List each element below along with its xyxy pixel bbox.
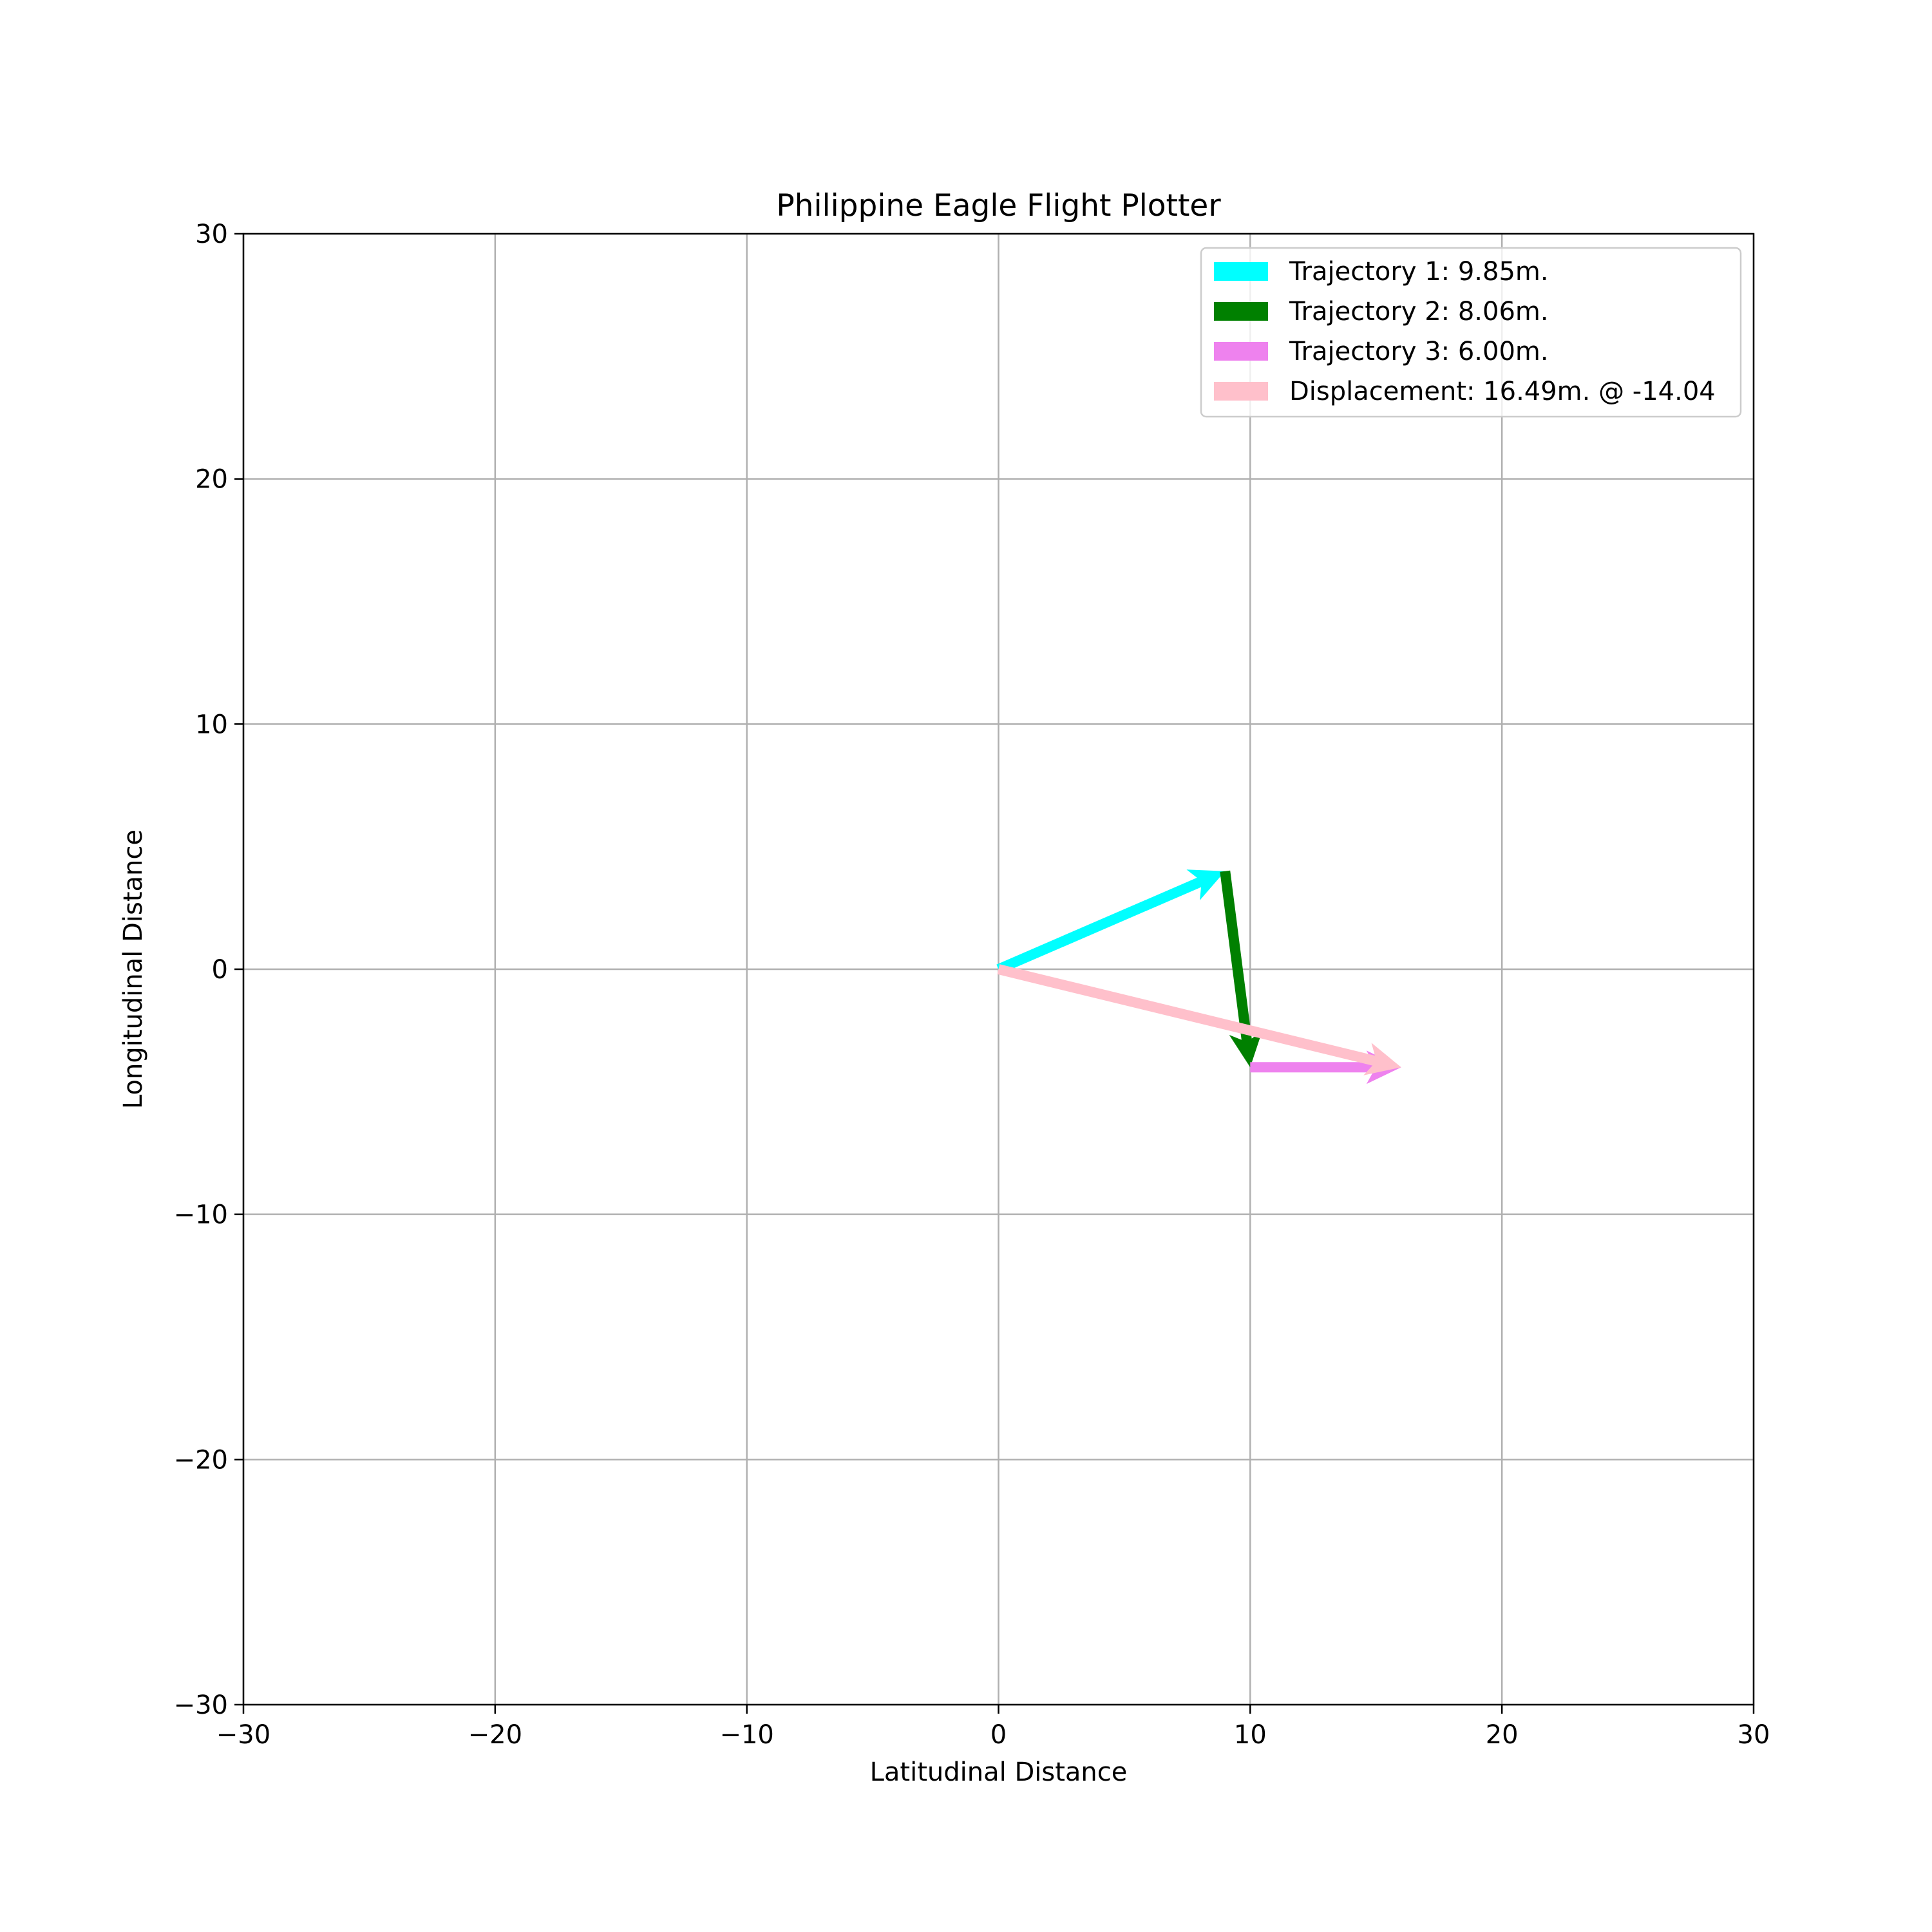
y-tick-label: 0: [212, 955, 228, 985]
legend: Trajectory 1: 9.85m. Trajectory 2: 8.06m.…: [1200, 247, 1742, 418]
x-tick-label: 30: [1738, 1720, 1770, 1750]
y-tick-label: 20: [195, 465, 228, 495]
legend-swatch: [1214, 382, 1268, 401]
vector-arrow-3: [1250, 1050, 1401, 1084]
x-tick-label: 10: [1234, 1720, 1267, 1750]
vector-arrow-1: [996, 869, 1226, 974]
x-tick-label: −10: [719, 1720, 773, 1750]
vector-arrow-4: [997, 964, 1401, 1075]
vector-arrow-2: [1220, 870, 1263, 1068]
vectors: [996, 869, 1401, 1084]
y-tick-label: 30: [195, 220, 228, 249]
legend-label: Displacement: 16.49m. @ -14.04: [1289, 377, 1716, 406]
y-axis-label: Longitudinal Distance: [118, 829, 148, 1109]
x-tick-label: 0: [990, 1720, 1007, 1750]
legend-label: Trajectory 1: 9.85m.: [1289, 257, 1549, 287]
x-tick-label: −20: [468, 1720, 522, 1750]
y-tick-label: −10: [174, 1200, 228, 1230]
legend-swatch: [1214, 262, 1268, 281]
legend-label: Trajectory 2: 8.06m.: [1289, 297, 1549, 327]
axis-ticks: −30 −20 −10 0 10 20 30 −30 −20 −10 0 10 20 30: [174, 220, 1770, 1750]
chart-title: Philippine Eagle Flight Plotter: [776, 188, 1221, 223]
legend-box: [1200, 247, 1742, 418]
legend-swatch: [1214, 302, 1268, 321]
y-tick-label: −20: [174, 1445, 228, 1475]
y-tick-label: 10: [195, 710, 228, 739]
x-tick-label: 20: [1486, 1720, 1519, 1750]
x-axis-label: Latitudinal Distance: [870, 1757, 1128, 1787]
y-tick-label: −30: [174, 1690, 228, 1720]
x-tick-label: −30: [216, 1720, 270, 1750]
legend-swatch: [1214, 342, 1268, 361]
legend-label: Trajectory 3: 6.00m.: [1289, 337, 1549, 366]
